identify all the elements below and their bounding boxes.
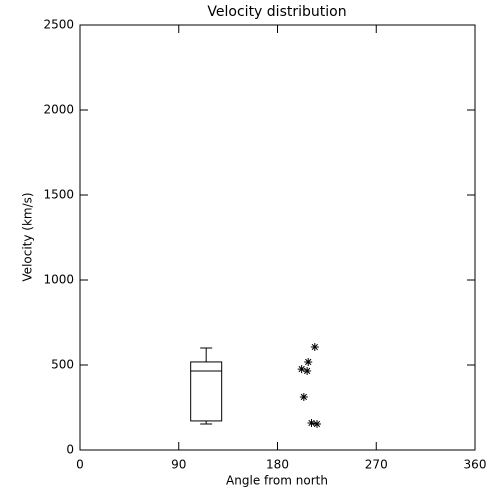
point [299, 392, 308, 401]
point [304, 357, 313, 366]
y-tick-label: 2500 [43, 18, 74, 32]
x-tick-label: 360 [464, 458, 487, 472]
y-tick-label: 1500 [43, 188, 74, 202]
y-tick-label: 500 [51, 358, 74, 372]
x-tick-label: 180 [266, 458, 289, 472]
y-tick-label: 1000 [43, 273, 74, 287]
x-tick-label: 0 [76, 458, 84, 472]
box [190, 361, 223, 422]
point [307, 418, 316, 427]
point [313, 419, 321, 428]
y-tick-label: 2000 [43, 103, 74, 117]
y-axis-label: Velocity (km/s) [21, 192, 35, 281]
x-tick-label: 90 [171, 458, 186, 472]
x-tick-label: 270 [365, 458, 388, 472]
point [310, 342, 319, 351]
point [303, 366, 312, 375]
point [297, 365, 306, 374]
y-tick-label: 0 [66, 443, 74, 457]
x-axis-label: Angle from north [226, 474, 328, 488]
chart-title: Velocity distribution [207, 4, 346, 20]
